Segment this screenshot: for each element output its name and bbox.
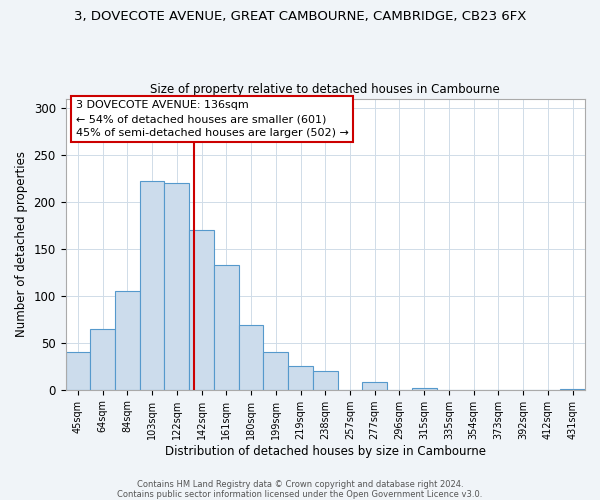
Y-axis label: Number of detached properties: Number of detached properties [15, 151, 28, 337]
Bar [140, 181, 164, 390]
Bar [263, 352, 288, 390]
X-axis label: Distribution of detached houses by size in Cambourne: Distribution of detached houses by size … [165, 444, 486, 458]
Bar [239, 325, 263, 390]
Bar [164, 183, 189, 390]
Bar [412, 388, 437, 390]
Bar [65, 352, 90, 390]
Bar [560, 389, 585, 390]
Bar [90, 328, 115, 390]
Text: 3, DOVECOTE AVENUE, GREAT CAMBOURNE, CAMBRIDGE, CB23 6FX: 3, DOVECOTE AVENUE, GREAT CAMBOURNE, CAM… [74, 10, 526, 23]
Text: Contains HM Land Registry data © Crown copyright and database right 2024.: Contains HM Land Registry data © Crown c… [137, 480, 463, 489]
Bar [214, 265, 239, 390]
Title: Size of property relative to detached houses in Cambourne: Size of property relative to detached ho… [151, 83, 500, 96]
Bar [362, 382, 387, 390]
Bar [189, 230, 214, 390]
Bar [115, 291, 140, 390]
Bar [313, 371, 338, 390]
Text: Contains public sector information licensed under the Open Government Licence v3: Contains public sector information licen… [118, 490, 482, 499]
Bar [288, 366, 313, 390]
Text: 3 DOVECOTE AVENUE: 136sqm
← 54% of detached houses are smaller (601)
45% of semi: 3 DOVECOTE AVENUE: 136sqm ← 54% of detac… [76, 100, 349, 138]
